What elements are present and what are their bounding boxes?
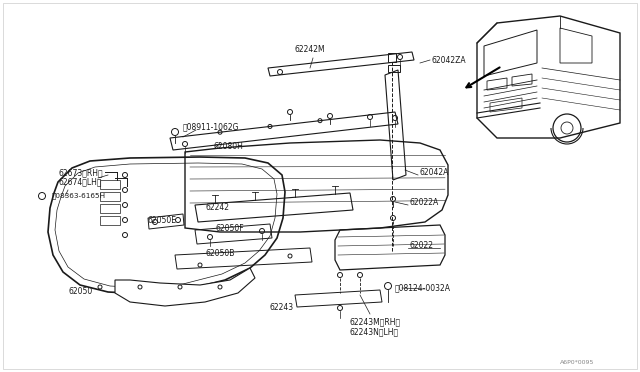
Text: 62242M: 62242M [294, 45, 325, 54]
Text: ⓝ08911-1062G: ⓝ08911-1062G [183, 122, 239, 131]
Text: 62674〈LH〉: 62674〈LH〉 [58, 177, 102, 186]
Text: ⒲08124-0032A: ⒲08124-0032A [395, 283, 451, 292]
Text: 62042ZA: 62042ZA [432, 55, 467, 64]
Text: 62243: 62243 [270, 302, 294, 311]
Text: Ⓢ08363-6165H: Ⓢ08363-6165H [52, 193, 106, 199]
Text: 62673〈RH〉: 62673〈RH〉 [58, 169, 102, 177]
Polygon shape [115, 268, 255, 306]
Text: 62022A: 62022A [410, 198, 439, 206]
Text: 62022: 62022 [410, 241, 434, 250]
Text: 62242: 62242 [205, 202, 229, 212]
Text: 62243N〈LH〉: 62243N〈LH〉 [350, 327, 399, 337]
Text: 62080H: 62080H [213, 141, 243, 151]
Text: A6P0*0095: A6P0*0095 [560, 359, 595, 365]
Text: 62050F: 62050F [215, 224, 244, 232]
Text: 62050: 62050 [68, 288, 92, 296]
Text: 62243M〈RH〉: 62243M〈RH〉 [350, 317, 401, 327]
Text: 62050E: 62050E [148, 215, 177, 224]
Text: 62042A: 62042A [420, 167, 449, 176]
Text: 62050B: 62050B [205, 248, 234, 257]
